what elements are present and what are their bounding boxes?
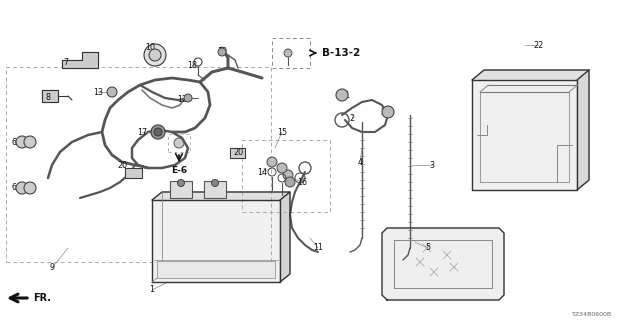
Polygon shape xyxy=(230,148,245,158)
Text: 19: 19 xyxy=(217,47,227,57)
Circle shape xyxy=(283,170,293,180)
Circle shape xyxy=(218,48,226,56)
Text: 17: 17 xyxy=(137,127,147,137)
Bar xyxy=(272,38,310,68)
Polygon shape xyxy=(125,168,142,178)
Text: FR.: FR. xyxy=(33,293,51,303)
Circle shape xyxy=(154,128,162,136)
Text: 20: 20 xyxy=(117,161,127,170)
Bar xyxy=(242,140,330,212)
Text: 21: 21 xyxy=(283,173,293,182)
Bar xyxy=(6,67,271,262)
Circle shape xyxy=(174,138,184,148)
Text: 20: 20 xyxy=(233,148,243,156)
Polygon shape xyxy=(577,70,589,190)
Polygon shape xyxy=(152,200,280,282)
Text: 9: 9 xyxy=(49,263,54,273)
Circle shape xyxy=(184,94,192,102)
Circle shape xyxy=(24,136,36,148)
Circle shape xyxy=(277,163,287,173)
Text: 18: 18 xyxy=(187,60,197,69)
Polygon shape xyxy=(382,228,504,300)
Polygon shape xyxy=(62,52,98,68)
Polygon shape xyxy=(42,90,58,102)
Circle shape xyxy=(16,136,28,148)
Bar xyxy=(168,134,190,152)
Circle shape xyxy=(144,44,166,66)
Circle shape xyxy=(177,180,184,187)
Text: 3: 3 xyxy=(429,161,435,170)
Circle shape xyxy=(267,157,277,167)
Polygon shape xyxy=(472,80,577,190)
Text: 11: 11 xyxy=(313,244,323,252)
Text: 10: 10 xyxy=(145,44,155,52)
Text: 7: 7 xyxy=(63,58,68,67)
Polygon shape xyxy=(280,192,290,282)
Circle shape xyxy=(24,182,36,194)
Bar xyxy=(204,181,226,198)
Circle shape xyxy=(149,49,161,61)
Text: TZ34B0600B: TZ34B0600B xyxy=(572,311,612,316)
Circle shape xyxy=(107,87,117,97)
Text: E-6: E-6 xyxy=(171,165,187,174)
Circle shape xyxy=(382,106,394,118)
Text: 5: 5 xyxy=(426,244,431,252)
Text: 12: 12 xyxy=(177,95,187,105)
Text: 1: 1 xyxy=(150,285,154,294)
Circle shape xyxy=(151,125,165,139)
Circle shape xyxy=(336,89,348,101)
Bar xyxy=(170,181,192,198)
Circle shape xyxy=(211,180,218,187)
Text: 13: 13 xyxy=(93,87,103,97)
Text: 2: 2 xyxy=(349,114,355,123)
Text: 16: 16 xyxy=(297,178,307,187)
Polygon shape xyxy=(472,70,589,80)
Text: 14: 14 xyxy=(257,167,267,177)
Text: 21: 21 xyxy=(380,108,390,116)
Text: 22: 22 xyxy=(533,41,543,50)
Text: 15: 15 xyxy=(277,127,287,137)
Circle shape xyxy=(16,182,28,194)
Circle shape xyxy=(285,177,295,187)
Text: 6: 6 xyxy=(12,138,17,147)
Text: 21: 21 xyxy=(340,91,350,100)
Text: 6: 6 xyxy=(12,183,17,193)
Text: 8: 8 xyxy=(45,93,51,102)
Circle shape xyxy=(284,49,292,57)
Polygon shape xyxy=(152,192,290,200)
Text: 4: 4 xyxy=(358,157,362,166)
Text: B-13-2: B-13-2 xyxy=(322,48,360,58)
Bar xyxy=(157,261,275,278)
